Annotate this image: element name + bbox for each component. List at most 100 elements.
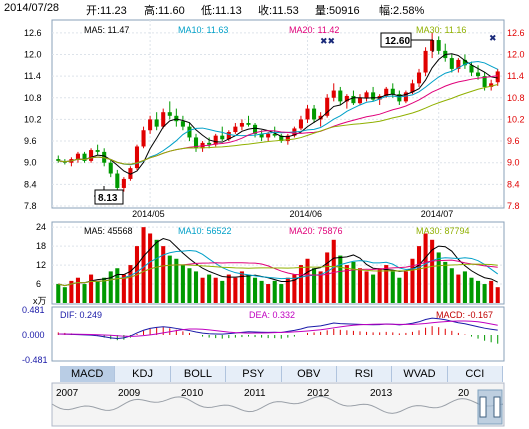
overview-year-label: 20: [458, 388, 470, 399]
price-yaxis-right: 12.6 12.0 11.4 10.8 10.2 9.6 9.0 8.4 7.8: [507, 28, 525, 211]
volume-ytick: 18: [36, 241, 46, 251]
candle-body: [397, 94, 402, 102]
candle-body: [141, 130, 146, 147]
quote-change: 幅:2.58%: [379, 5, 425, 17]
volume-bar: [430, 239, 435, 303]
volume-bar: [279, 284, 284, 303]
volume-bar: [167, 255, 172, 303]
volume-bar: [75, 277, 80, 303]
volume-bar: [239, 271, 244, 303]
overview-year-label: 2011: [244, 388, 266, 399]
volume-bar: [351, 261, 356, 303]
volume-bar: [207, 274, 212, 303]
volume-bar: [102, 277, 107, 303]
ma5-line: [58, 53, 498, 175]
volume-ma5-line: [58, 237, 498, 287]
candle-body: [351, 95, 356, 104]
volume-bar: [253, 277, 258, 303]
volume-bar: [259, 280, 264, 303]
tab-cci[interactable]: CCI: [447, 366, 503, 382]
volume-bar: [200, 277, 205, 303]
overview-panel[interactable]: [51, 382, 505, 427]
candle-body: [134, 146, 140, 169]
quote-low: 低:11.13: [201, 5, 242, 17]
candle-body: [338, 90, 343, 102]
candle-body: [121, 178, 126, 188]
price-ma20-label: MA20: 11.42: [289, 25, 339, 35]
volume-bar: [220, 280, 225, 303]
volume-bar: [292, 274, 297, 303]
candle-body: [56, 159, 61, 161]
volume-yaxis: 24 18 12 6: [36, 222, 46, 289]
tab-macd[interactable]: MACD: [60, 366, 116, 382]
macd-value-label: MACD: -0.167: [436, 310, 493, 320]
candle-body: [403, 92, 408, 102]
price-ytick-right: 8.4: [507, 179, 520, 189]
candle-body: [410, 83, 415, 93]
price-ytick-left: 7.8: [24, 201, 37, 211]
candle-body: [187, 126, 192, 138]
volume-bar: [226, 274, 231, 303]
tab-wvad[interactable]: WVAD: [392, 366, 448, 382]
tab-boll[interactable]: BOLL: [170, 366, 227, 382]
volume-bar: [436, 252, 441, 303]
volume-unit-label: x万: [33, 296, 47, 306]
candle-body: [285, 135, 290, 142]
price-ytick-right: 9.0: [507, 158, 520, 168]
volume-bar: [443, 261, 448, 303]
quote-date: 2014/07/28: [4, 2, 60, 14]
quote-close: 收:11.53: [258, 5, 299, 17]
event-marker-icon[interactable]: ✖✖: [320, 36, 335, 46]
event-marker-icon[interactable]: ✖: [489, 33, 497, 43]
volume-bar: [416, 246, 422, 303]
price-xaxis: 2014/05 2014/06 2014/07: [132, 209, 453, 219]
candle-body: [193, 137, 199, 149]
candle-body: [357, 97, 363, 104]
candle-body: [154, 119, 159, 127]
volume-bar: [489, 280, 494, 303]
volume-ma30-label: MA30: 87794: [416, 226, 470, 236]
candle-body: [430, 40, 435, 51]
candle-body: [331, 90, 336, 98]
candle-body: [115, 173, 120, 188]
candle-body: [462, 59, 467, 66]
candle-body: [476, 72, 481, 77]
candle-body: [89, 150, 94, 161]
range-right-grip-icon[interactable]: [493, 396, 501, 418]
volume-bar: [148, 233, 153, 303]
candle-body: [180, 121, 185, 127]
candle-body: [482, 76, 487, 87]
quote-volume: 量:50916: [315, 5, 360, 17]
candle-body: [423, 50, 428, 73]
price-ytick-right: 10.8: [507, 93, 525, 103]
tab-obv[interactable]: OBV: [281, 366, 337, 382]
candle-body: [174, 115, 179, 122]
volume-bar: [357, 268, 363, 303]
candle-body: [390, 88, 395, 95]
volume-bar: [476, 280, 481, 303]
price-ma10-label: MA10: 11.63: [178, 25, 228, 35]
volume-bar: [56, 284, 61, 303]
volume-bar: [384, 265, 389, 303]
tab-psy[interactable]: PSY: [226, 366, 282, 382]
price-ma5-label: MA5: 11.47: [84, 25, 129, 35]
volume-bar: [305, 258, 310, 303]
volume-bar: [325, 252, 330, 303]
volume-bar: [193, 271, 199, 303]
candle-body: [161, 112, 166, 127]
tab-rsi[interactable]: RSI: [336, 366, 393, 382]
volume-bar: [69, 280, 74, 303]
candle-body: [75, 153, 80, 160]
volume-panel-frame: [51, 221, 505, 305]
volume-bar: [469, 277, 474, 303]
volume-bar: [272, 280, 277, 303]
tab-kdj[interactable]: KDJ: [115, 366, 171, 382]
volume-bar: [82, 284, 87, 303]
candle-body: [148, 119, 153, 131]
volume-bar: [371, 274, 376, 303]
volume-ma10-line: [58, 250, 499, 287]
volume-bar: [141, 227, 146, 303]
range-left-grip-icon[interactable]: [479, 396, 487, 418]
candle-body: [82, 153, 87, 161]
